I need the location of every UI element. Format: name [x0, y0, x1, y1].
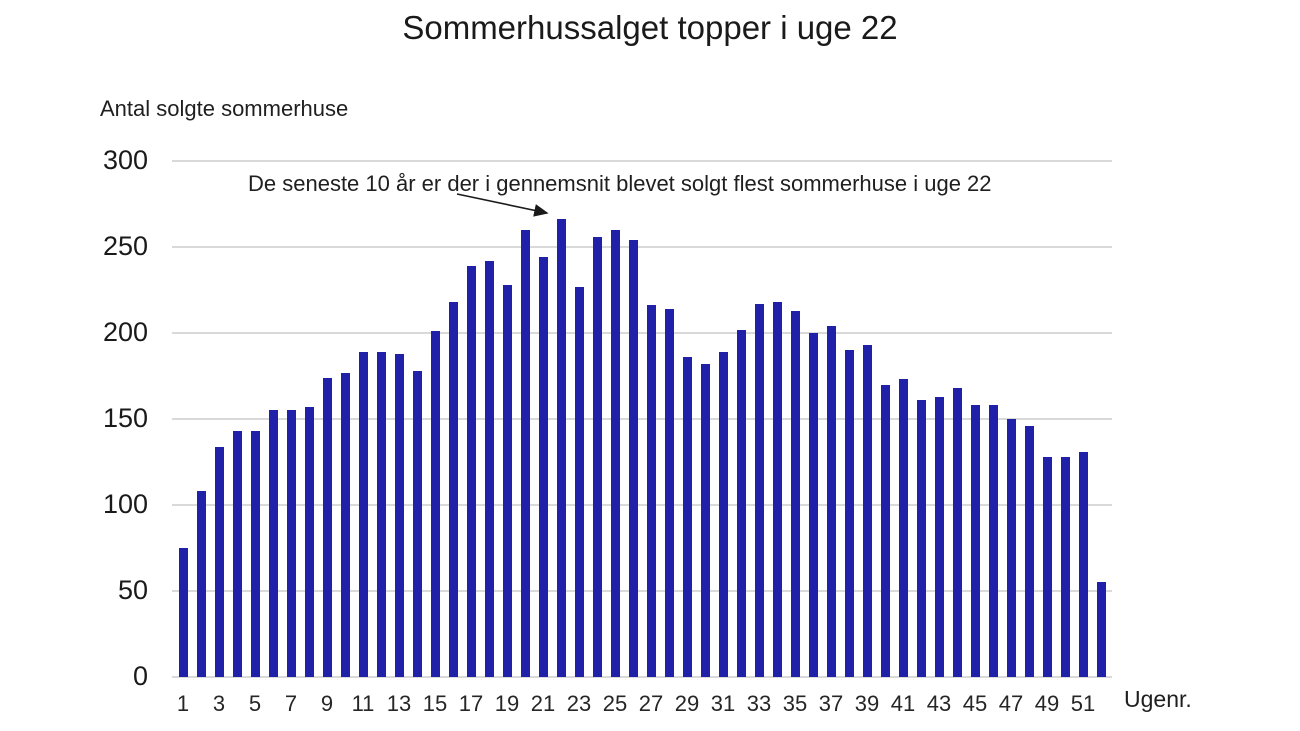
x-tick-label: 29 [674, 691, 700, 716]
bar-week-51 [1078, 451, 1088, 677]
bar-week-32 [736, 329, 746, 677]
bar-week-29 [682, 357, 692, 677]
x-tick-label: 15 [422, 691, 448, 716]
x-tick-label: 39 [854, 691, 880, 716]
bar-week-40 [880, 384, 890, 677]
bar-week-28 [664, 308, 674, 677]
gridline [172, 590, 1112, 592]
bar-week-43 [934, 396, 944, 677]
x-tick-label: 21 [530, 691, 556, 716]
bar-week-50 [1060, 456, 1070, 677]
bar-week-46 [988, 405, 998, 677]
x-tick-label: 11 [351, 691, 375, 716]
bar-week-27 [646, 305, 656, 677]
x-tick-label: 7 [284, 691, 298, 716]
bar-week-2 [196, 491, 206, 677]
bar-week-7 [286, 410, 296, 677]
bar-week-30 [700, 363, 710, 677]
bar-week-9 [322, 377, 332, 677]
bar-week-41 [898, 379, 908, 677]
x-tick-label: 35 [782, 691, 808, 716]
bar-week-31 [718, 351, 728, 677]
y-tick-label: 100 [102, 489, 148, 519]
bar-week-19 [502, 284, 512, 677]
annotation-text: De seneste 10 år er der i gennemsnit ble… [248, 171, 992, 196]
bar-week-23 [574, 286, 584, 677]
bar-week-45 [970, 405, 980, 677]
bar-week-3 [214, 446, 224, 677]
x-tick-label: 5 [248, 691, 262, 716]
gridline [172, 160, 1112, 162]
gridline [172, 504, 1112, 506]
x-axis-line [172, 676, 1112, 678]
bar-week-35 [790, 310, 800, 677]
bar-week-42 [916, 400, 926, 677]
x-tick-label: 47 [998, 691, 1024, 716]
gridline [172, 418, 1112, 420]
x-tick-label: 51 [1070, 691, 1096, 716]
bar-week-48 [1024, 425, 1034, 677]
x-tick-label: 3 [212, 691, 226, 716]
bar-week-12 [376, 351, 386, 677]
bar-week-52 [1096, 582, 1106, 677]
x-tick-label: 13 [386, 691, 412, 716]
bar-week-44 [952, 388, 962, 677]
bar-week-24 [592, 236, 602, 677]
bar-week-49 [1042, 456, 1052, 677]
x-tick-label: 1 [176, 691, 190, 716]
gridline [172, 332, 1112, 334]
bar-week-47 [1006, 419, 1016, 677]
x-tick-label: 37 [818, 691, 844, 716]
bar-week-8 [304, 406, 314, 677]
bar-week-21 [538, 257, 548, 677]
bar-week-33 [754, 303, 764, 677]
bar-week-34 [772, 302, 782, 677]
bar-week-17 [466, 265, 476, 677]
bar-week-10 [340, 372, 350, 677]
bar-week-5 [250, 431, 260, 677]
y-tick-label: 200 [102, 317, 148, 347]
chart-title: Sommerhussalget topper i uge 22 [402, 9, 898, 46]
x-tick-label: 49 [1034, 691, 1060, 716]
x-tick-label: 19 [494, 691, 520, 716]
bar-week-39 [862, 345, 872, 677]
bar-week-37 [826, 326, 836, 677]
bar-week-1 [178, 548, 188, 677]
bar-week-18 [484, 260, 494, 677]
bar-week-4 [232, 431, 242, 677]
bar-week-15 [430, 331, 440, 677]
bar-week-22 [556, 219, 566, 677]
y-tick-label: 300 [102, 145, 148, 175]
bar-week-38 [844, 350, 854, 677]
y-tick-label: 250 [102, 231, 148, 261]
bar-week-36 [808, 333, 818, 677]
x-tick-label: 33 [746, 691, 772, 716]
x-tick-label: 43 [926, 691, 952, 716]
x-tick-label: 17 [458, 691, 484, 716]
bar-week-11 [358, 351, 368, 677]
bar-week-26 [628, 240, 638, 677]
x-axis-title: Ugenr. [1124, 686, 1192, 712]
x-tick-label: 25 [602, 691, 628, 716]
x-tick-label: 27 [638, 691, 664, 716]
y-tick-label: 0 [132, 661, 148, 691]
x-tick-label: 41 [890, 691, 916, 716]
bar-week-6 [268, 410, 278, 677]
y-tick-label: 50 [117, 575, 148, 605]
bar-week-14 [412, 370, 422, 677]
gridline [172, 246, 1112, 248]
x-tick-label: 23 [566, 691, 592, 716]
bar-week-16 [448, 302, 458, 677]
bar-week-25 [610, 229, 620, 677]
y-axis-title: Antal solgte sommerhuse [100, 96, 349, 121]
y-tick-label: 150 [102, 403, 148, 433]
bar-week-20 [520, 229, 530, 677]
x-tick-label: 9 [320, 691, 334, 716]
x-tick-label: 31 [710, 691, 736, 716]
bar-week-13 [394, 353, 404, 677]
x-tick-label: 45 [962, 691, 988, 716]
